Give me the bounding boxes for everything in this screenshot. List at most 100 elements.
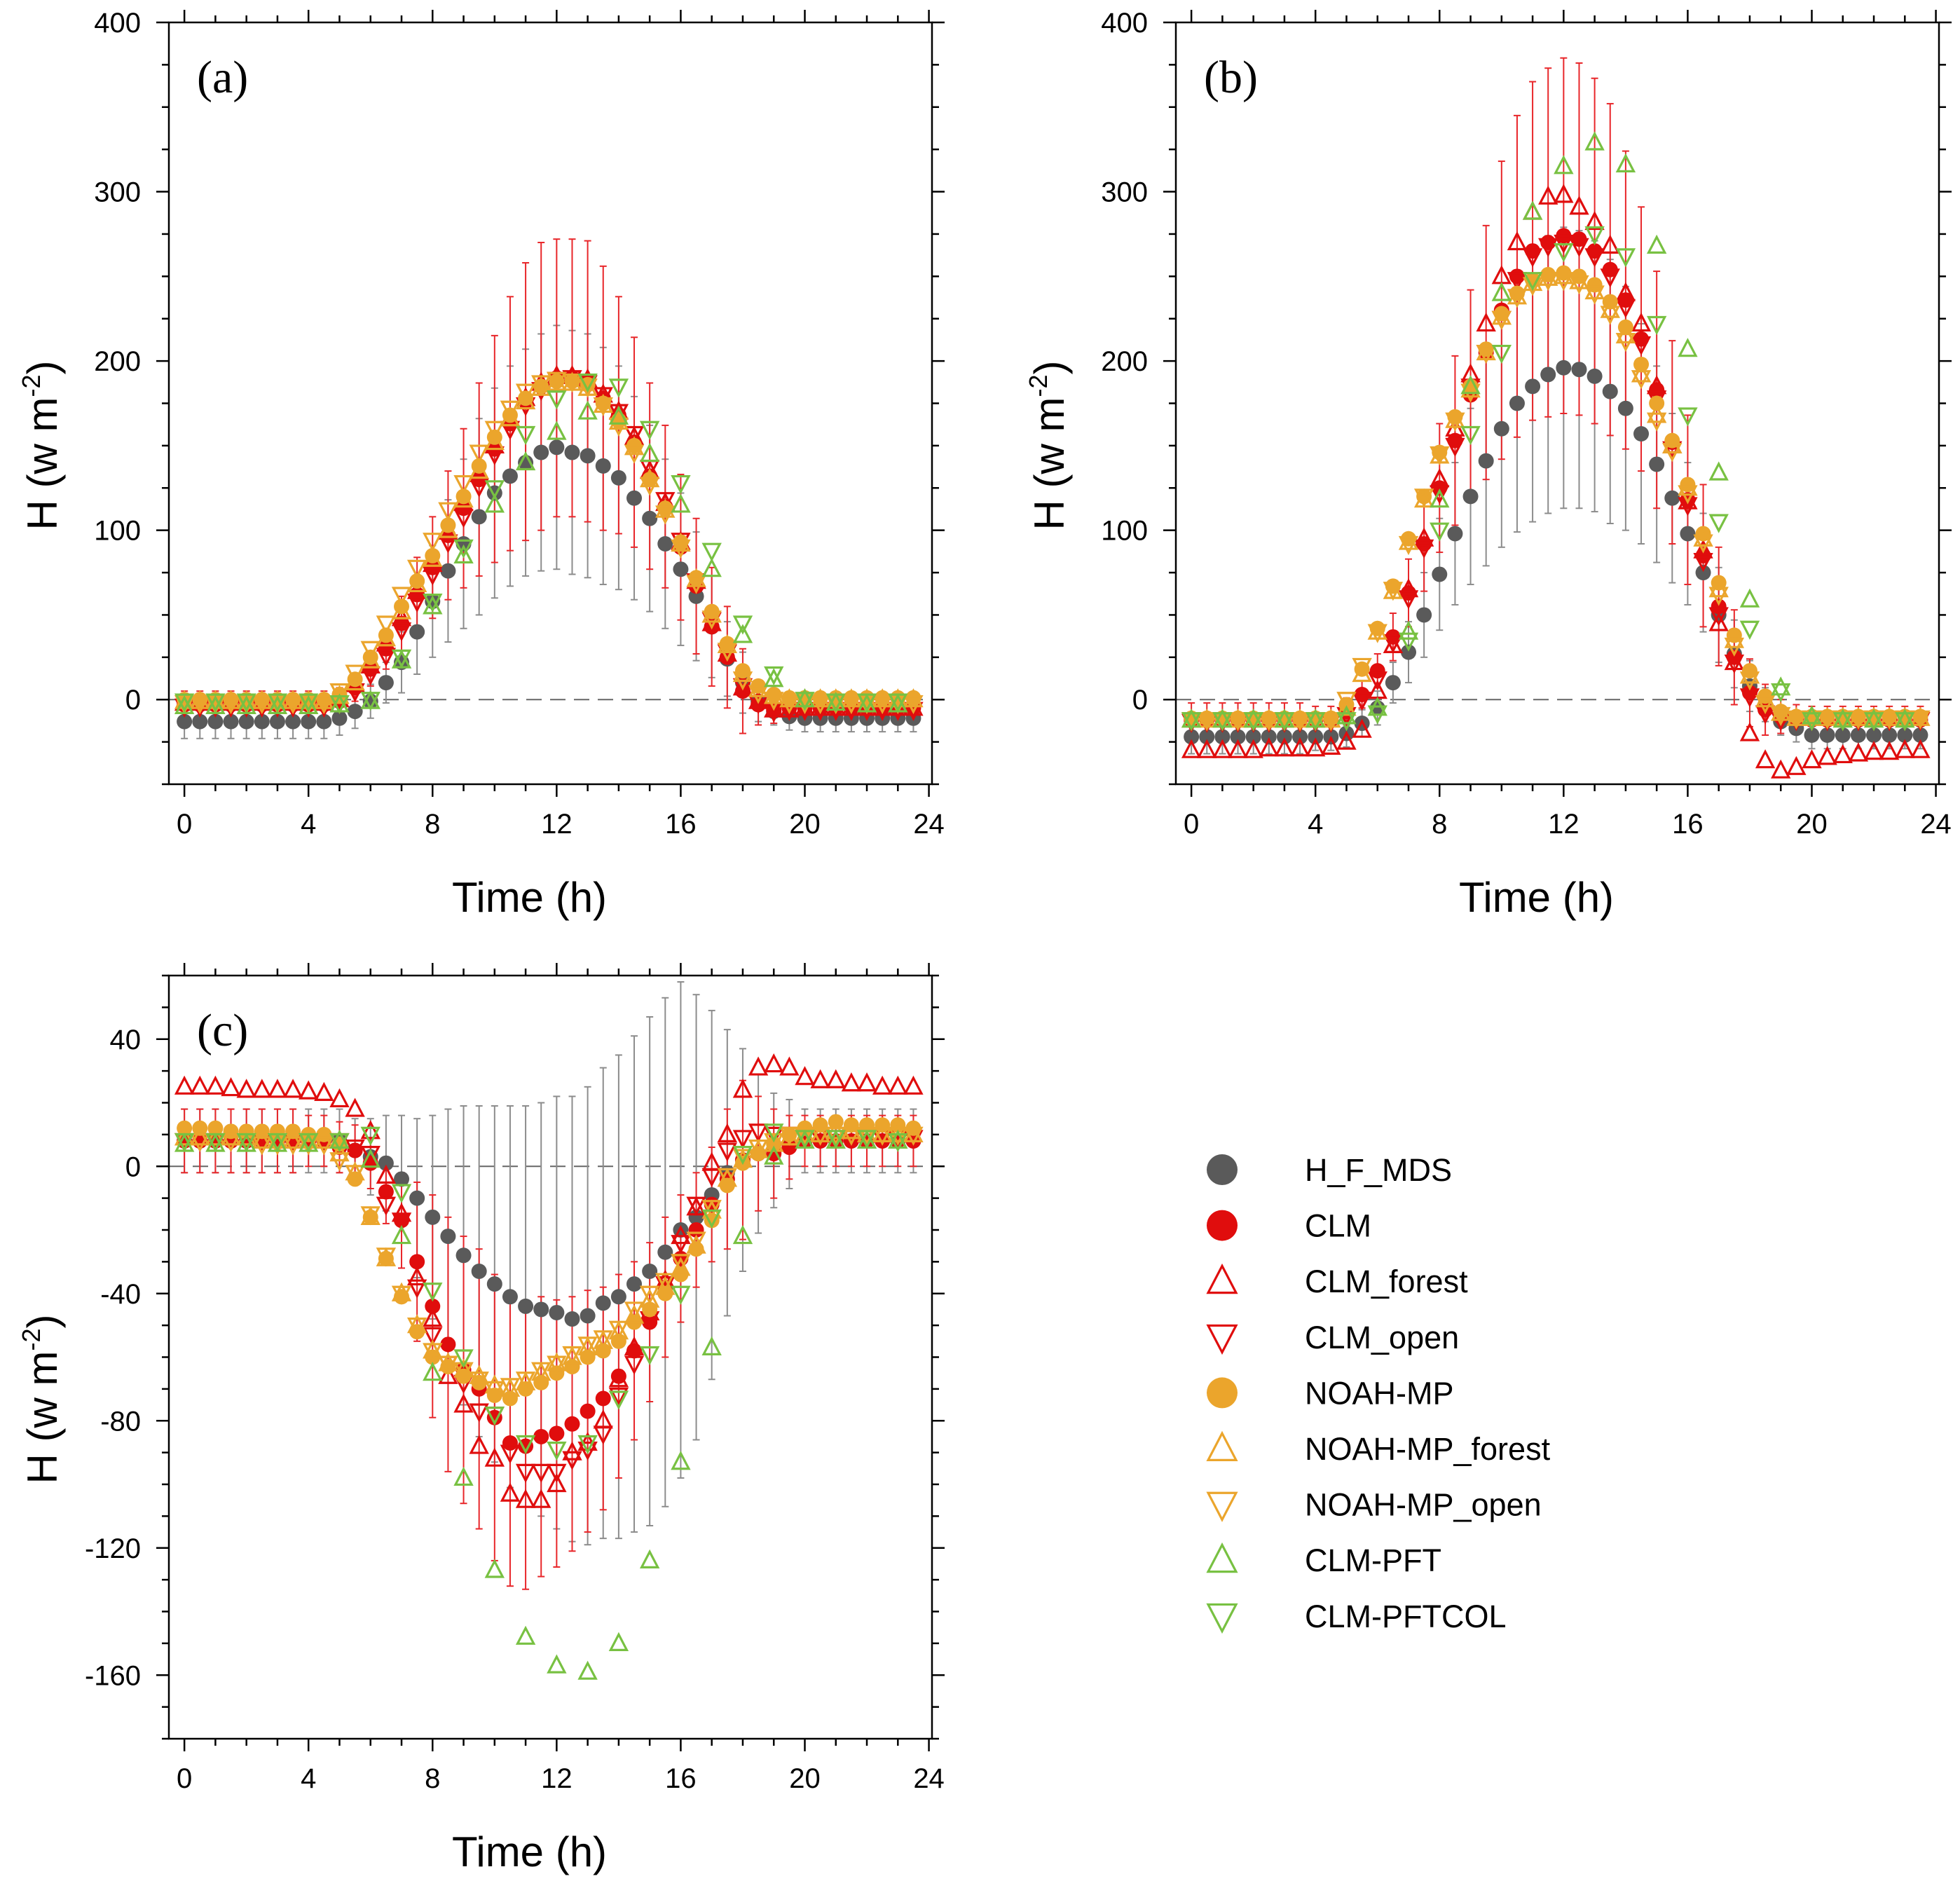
data-point (1401, 644, 1417, 660)
data-point (282, 690, 303, 709)
data-point (903, 1075, 924, 1095)
data-point (1522, 248, 1543, 268)
data-point (1367, 624, 1387, 643)
data-point (267, 693, 288, 713)
data-point (486, 1276, 502, 1292)
data-point (717, 643, 738, 662)
series-clm_forest (174, 364, 924, 718)
data-point (701, 1200, 722, 1219)
data-point (221, 1076, 241, 1097)
data-point (1398, 620, 1419, 640)
data-point (484, 1374, 505, 1394)
data-point (564, 444, 580, 460)
data-point (314, 1081, 334, 1101)
data-point (1212, 739, 1233, 758)
data-point (766, 686, 782, 702)
data-point (391, 1285, 412, 1305)
data-point (624, 444, 645, 464)
data-point (764, 698, 784, 718)
data-point (1649, 456, 1665, 472)
data-point (267, 695, 288, 714)
data-point (1832, 712, 1853, 732)
data-point (1631, 312, 1652, 332)
x-tick-label: 8 (425, 1763, 440, 1794)
data-point (531, 376, 551, 396)
data-point (1460, 378, 1481, 398)
series-noah-mp (177, 374, 921, 708)
legend-label: CLM_open (1305, 1320, 1459, 1355)
data-point (639, 420, 660, 440)
data-point (1398, 578, 1419, 598)
data-point (533, 444, 549, 460)
data-point (1416, 607, 1432, 623)
data-point (423, 594, 443, 613)
data-point (345, 1165, 365, 1184)
data-point (1538, 185, 1558, 205)
data-point (376, 627, 397, 647)
data-point (425, 1209, 441, 1225)
data-point (732, 1149, 753, 1168)
data-point (1615, 153, 1636, 172)
data-point (1631, 370, 1652, 390)
data-point (484, 1559, 505, 1578)
data-point (1538, 266, 1558, 286)
data-point (438, 1364, 458, 1384)
data-point (1352, 662, 1372, 683)
data-point (1584, 248, 1605, 268)
x-axis-title: Time (h) (452, 874, 607, 921)
data-point (438, 502, 458, 521)
x-tick-label: 0 (177, 1763, 192, 1794)
data-point (469, 460, 489, 479)
data-point (453, 539, 474, 559)
data-point (1863, 740, 1884, 760)
data-point (671, 493, 691, 513)
data-point (376, 632, 397, 652)
data-point (1771, 706, 1791, 727)
data-point (1367, 705, 1387, 725)
legend-marker-triangle-up (1206, 1430, 1238, 1461)
data-point (314, 1136, 334, 1156)
data-point (825, 1126, 846, 1146)
y-tick-label: 300 (1101, 177, 1148, 208)
data-point (547, 1442, 567, 1461)
data-point (1413, 539, 1434, 559)
data-point (1352, 718, 1372, 738)
series-noah-mp_forest (174, 371, 924, 709)
x-tick-label: 4 (301, 809, 316, 840)
data-point (717, 1142, 738, 1162)
data-point (423, 566, 443, 586)
panel-label: (a) (197, 52, 248, 103)
data-point (378, 1155, 394, 1171)
data-point (580, 448, 596, 464)
data-point (593, 1330, 613, 1350)
data-point (469, 1435, 489, 1454)
data-point (329, 1133, 350, 1153)
data-point (608, 417, 629, 437)
data-point (549, 1304, 565, 1320)
legend-marker-circle (1207, 1210, 1238, 1241)
data-point (1460, 375, 1481, 395)
x-tick-label: 0 (1184, 809, 1199, 840)
data-point (841, 688, 862, 708)
data-point (409, 1190, 425, 1206)
data-point (779, 688, 800, 708)
data-point (486, 1387, 502, 1403)
series-clm (1184, 228, 1928, 728)
data-point (406, 1279, 427, 1299)
data-point (549, 1425, 565, 1442)
data-point (779, 695, 800, 715)
data-point (1554, 243, 1574, 263)
data-point (671, 539, 691, 559)
data-point (795, 1126, 815, 1146)
data-point (825, 693, 846, 713)
data-point (1525, 243, 1541, 259)
data-point (1214, 729, 1231, 745)
data-point (810, 1069, 830, 1088)
data-point (748, 1056, 769, 1076)
data-point (795, 1130, 815, 1149)
data-point (1879, 740, 1900, 760)
series-noah-mp_open (1181, 272, 1931, 732)
data-point (1680, 526, 1696, 542)
data-point (1615, 333, 1636, 353)
data-point (1305, 712, 1326, 732)
